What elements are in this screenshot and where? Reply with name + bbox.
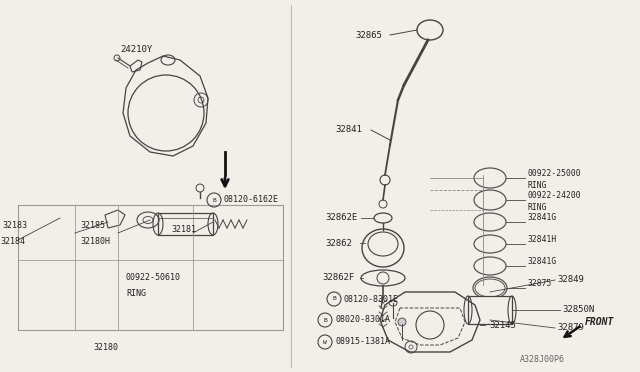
Text: 32849: 32849 (557, 276, 584, 285)
Text: FRONT: FRONT (585, 317, 614, 327)
Text: B: B (212, 198, 216, 202)
Text: 08915-1381A: 08915-1381A (335, 337, 390, 346)
Text: 32180: 32180 (93, 343, 118, 353)
Text: 08020-8301A: 08020-8301A (335, 315, 390, 324)
Text: 08120-8301E: 08120-8301E (344, 295, 399, 304)
Text: 32145: 32145 (489, 321, 516, 330)
Text: 32841G: 32841G (528, 257, 557, 266)
Text: B: B (323, 317, 327, 323)
Text: 32862E: 32862E (325, 214, 357, 222)
Text: RING: RING (126, 289, 146, 298)
Text: 32183: 32183 (2, 221, 27, 230)
Text: 32180H: 32180H (80, 237, 110, 246)
Bar (18, 205, 283, 330)
Text: 00922-24200: 00922-24200 (528, 192, 582, 201)
Text: 32862: 32862 (325, 238, 352, 247)
Text: 32841: 32841 (335, 125, 362, 135)
Text: B: B (332, 296, 336, 301)
Text: 32841G: 32841G (528, 214, 557, 222)
Text: 32181: 32181 (171, 225, 196, 234)
Text: 08120-6162E: 08120-6162E (224, 196, 279, 205)
Text: 32841H: 32841H (528, 235, 557, 244)
Text: RING: RING (528, 182, 547, 190)
Text: A328J00P6: A328J00P6 (520, 356, 565, 365)
Text: 32185: 32185 (80, 221, 105, 230)
Text: 32879: 32879 (557, 324, 584, 333)
Text: 00922-25000: 00922-25000 (528, 170, 582, 179)
Text: 32865: 32865 (355, 31, 382, 39)
Text: 32862F: 32862F (322, 273, 355, 282)
Text: W: W (323, 340, 327, 344)
Text: RING: RING (528, 203, 547, 212)
Circle shape (398, 318, 406, 326)
Text: 24210Y: 24210Y (120, 45, 152, 55)
Text: 32875: 32875 (528, 279, 552, 289)
Text: 32850N: 32850N (562, 305, 595, 314)
Text: 00922-50610: 00922-50610 (126, 273, 181, 282)
Bar (158, 213, 213, 235)
Text: 32184: 32184 (0, 237, 25, 246)
Bar (468, 296, 512, 324)
